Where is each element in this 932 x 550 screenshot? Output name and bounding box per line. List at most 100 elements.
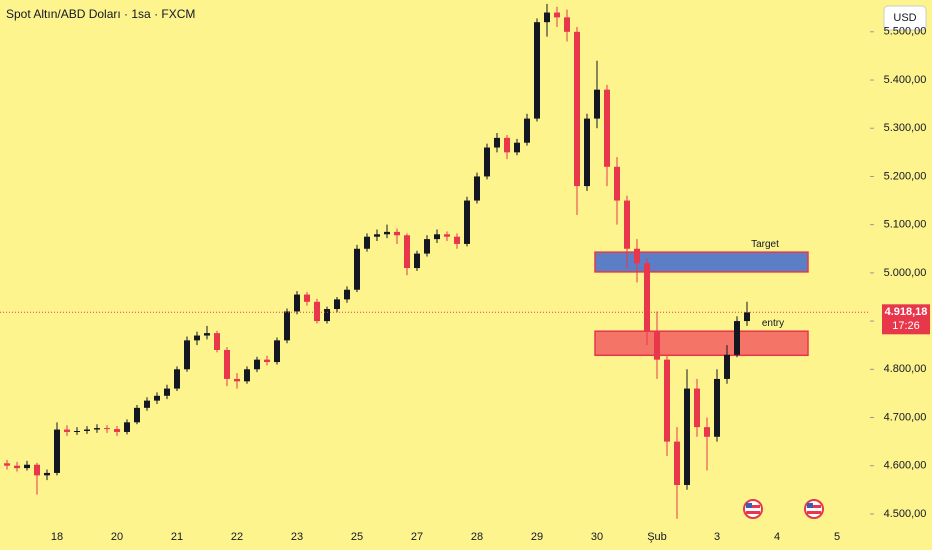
candle-body	[604, 89, 610, 167]
candle-body	[524, 118, 530, 143]
x-tick-label: 23	[291, 531, 303, 543]
y-tick-label: 5.200,00	[884, 170, 927, 182]
y-tick-label: 5.300,00	[884, 122, 927, 134]
candle-body	[104, 428, 110, 430]
candle-body	[284, 311, 290, 341]
candle-body	[324, 309, 330, 322]
x-tick-label: 5	[834, 531, 840, 543]
x-tick-label: 3	[714, 531, 720, 543]
candle-body	[584, 118, 590, 187]
x-tick-label: Şub	[647, 531, 667, 543]
candle-body	[364, 236, 370, 249]
chart-title: Spot Altın/ABD Doları · 1sa · FXCM	[6, 7, 195, 21]
candle-body	[224, 350, 230, 379]
candle-body	[614, 166, 620, 201]
candle-body	[434, 234, 440, 240]
candle-body	[114, 429, 120, 432]
candle-body	[254, 359, 260, 370]
currency-box[interactable]	[883, 5, 927, 31]
candle-body	[634, 248, 640, 264]
x-tick-label: 27	[411, 531, 423, 543]
candle-body	[34, 464, 40, 476]
zone	[594, 330, 809, 357]
y-tick-label: 5.400,00	[884, 74, 927, 86]
candle-body	[544, 12, 550, 23]
candle-body	[274, 340, 280, 363]
candle-body	[624, 200, 630, 249]
candle-body	[644, 263, 650, 331]
candle-body	[514, 142, 520, 153]
candle-body	[44, 472, 50, 476]
candle-body	[374, 234, 380, 237]
candle-body	[184, 340, 190, 370]
candle-body	[534, 22, 540, 119]
x-tick-label: 29	[531, 531, 543, 543]
y-tick-label: 5.000,00	[884, 267, 927, 279]
x-tick-label: 25	[351, 531, 363, 543]
candle-body	[354, 248, 360, 290]
candle-body	[334, 299, 340, 310]
candle-body	[64, 429, 70, 432]
x-tick-label: 28	[471, 531, 483, 543]
candle-body	[164, 388, 170, 396]
candle-body	[174, 369, 180, 389]
candle-body	[194, 335, 200, 341]
plot-area	[0, 3, 870, 519]
candle-body	[134, 407, 140, 423]
candle-body	[714, 378, 720, 437]
candle-body	[314, 301, 320, 322]
candle-body	[144, 400, 150, 408]
candle-body	[484, 147, 490, 177]
candle-body	[24, 464, 30, 469]
countdown: 17:26	[892, 320, 920, 332]
x-tick-label: 21	[171, 531, 183, 543]
candle-body	[574, 31, 580, 187]
candle-body	[4, 463, 10, 466]
candle-body	[154, 395, 160, 401]
candle-body	[504, 137, 510, 153]
zone-label: Target	[751, 239, 779, 250]
candle-body	[424, 239, 430, 254]
zone-label: entry	[762, 318, 784, 329]
candle-body	[384, 231, 390, 235]
last-price-label: 4.918,18	[885, 306, 928, 318]
candle-body	[704, 427, 710, 437]
candle-body	[554, 12, 560, 18]
candle-body	[124, 422, 130, 432]
candle-body	[234, 378, 240, 382]
candle-body	[684, 388, 690, 485]
candle-body	[294, 294, 300, 312]
x-tick-label: 22	[231, 531, 243, 543]
candle-body	[264, 359, 270, 363]
candle-body	[494, 137, 500, 148]
candle-body	[444, 234, 450, 237]
candle-body	[244, 369, 250, 382]
y-tick-label: 4.500,00	[884, 508, 927, 520]
candle-body	[674, 441, 680, 485]
candle-body	[14, 465, 20, 469]
y-tick-label: 4.600,00	[884, 460, 927, 472]
candle-body	[664, 359, 670, 442]
x-tick-label: 18	[51, 531, 63, 543]
last-price-box	[882, 304, 930, 335]
candle-body	[734, 321, 740, 355]
candle-body	[54, 429, 60, 473]
candle-body	[464, 200, 470, 244]
event-icon[interactable]	[804, 499, 824, 519]
candle-body	[454, 236, 460, 244]
candle-body	[204, 333, 210, 336]
candle-body	[594, 89, 600, 119]
currency[interactable]: USD	[893, 12, 916, 24]
event-icon[interactable]	[743, 499, 763, 519]
candle-body	[404, 235, 410, 269]
candle-body	[564, 17, 570, 32]
candle-body	[304, 294, 310, 302]
x-tick-label: 4	[774, 531, 780, 543]
candle-body	[94, 428, 100, 430]
candle-body	[654, 330, 660, 360]
y-tick-label: 4.700,00	[884, 411, 927, 423]
candle-body	[744, 312, 750, 322]
candle-body	[214, 333, 220, 350]
